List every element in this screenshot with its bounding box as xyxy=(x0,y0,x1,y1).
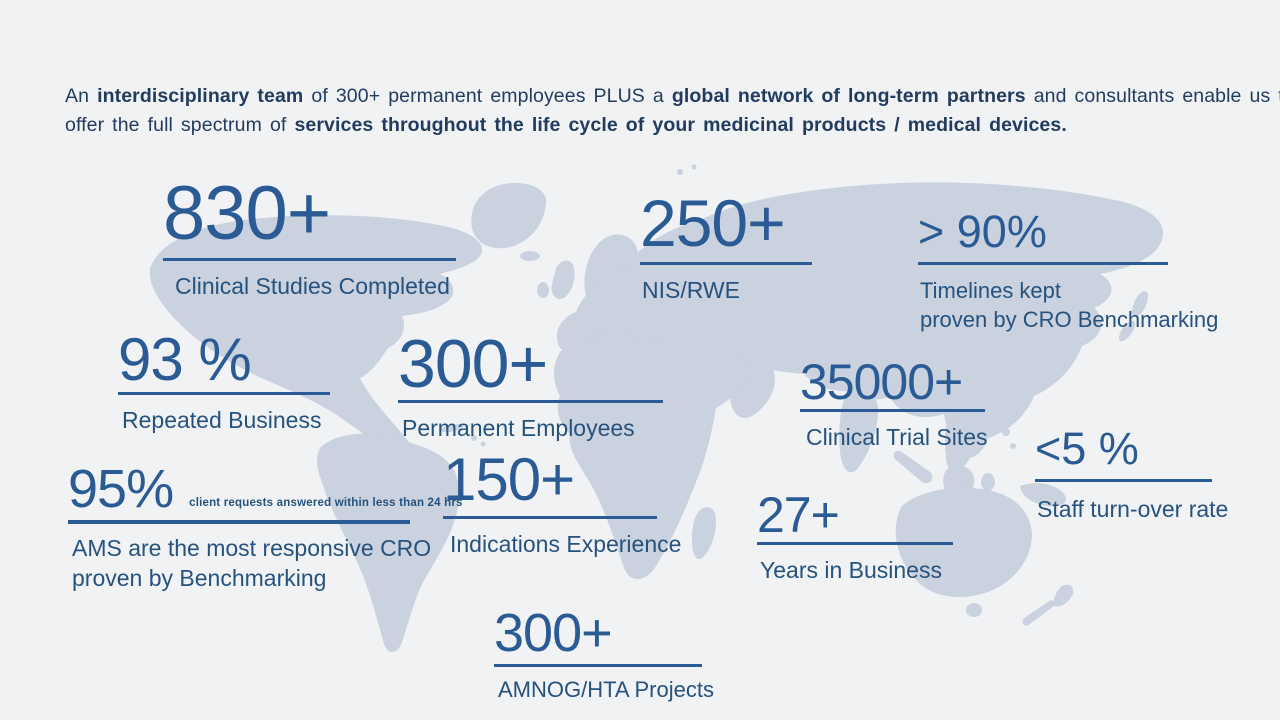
map-uk xyxy=(551,260,575,300)
map-japan-1 xyxy=(1131,291,1149,317)
map-japan-2 xyxy=(1118,320,1136,342)
map-south-america xyxy=(317,433,460,653)
stat-timelines-kept: > 90% Timelines kept proven by CRO Bench… xyxy=(918,209,1218,334)
stat-value: > 90% xyxy=(918,206,1047,257)
stat-indications-experience: 150+ Indications Experience xyxy=(443,450,681,559)
intro-line-1: An interdisciplinary team of 300+ perman… xyxy=(65,82,1280,111)
intro-text-bold: services throughout the life cycle of yo… xyxy=(294,114,1067,136)
stat-label-line-2: proven by CRO Benchmarking xyxy=(920,307,1219,332)
stat-value: 300+ xyxy=(398,326,548,402)
stat-responsive-cro: 95% client requests answered within less… xyxy=(68,462,463,593)
stat-value: 250+ xyxy=(640,186,786,260)
map-tasmania xyxy=(966,603,982,617)
intro-text: offer the full spectrum of xyxy=(65,114,295,136)
stat-value: 830+ xyxy=(163,171,331,256)
map-eurasia xyxy=(556,182,1164,458)
stat-label: Clinical Studies Completed xyxy=(175,273,450,299)
stat-staff-turnover-rate: <5 % Staff turn-over rate xyxy=(1035,426,1228,524)
stat-permanent-employees: 300+ Permanent Employees xyxy=(398,330,663,443)
map-north-america xyxy=(149,215,483,472)
stat-value: <5 % xyxy=(1035,423,1139,474)
stat-note: client requests answered within less tha… xyxy=(189,497,463,509)
stat-underline xyxy=(800,409,985,412)
map-nz-north xyxy=(1053,584,1074,607)
stat-label: Timelines kept proven by CRO Benchmarkin… xyxy=(918,276,1218,334)
intro-text: of 300+ permanent employees PLUS a xyxy=(303,85,672,107)
stat-clinical-trial-sites: 35000+ Clinical Trial Sites xyxy=(800,357,988,452)
map-new-guinea xyxy=(1020,483,1067,507)
stat-underline xyxy=(640,262,812,265)
stat-underline xyxy=(918,262,1168,265)
intro-paragraph: An interdisciplinary team of 300+ perman… xyxy=(65,82,1280,140)
map-indochina xyxy=(945,417,977,473)
stat-label: AMNOG/HTA Projects xyxy=(498,677,714,702)
stat-value: 150+ xyxy=(443,446,575,513)
stat-clinical-studies: 830+ Clinical Studies Completed xyxy=(163,176,456,301)
stat-value: 27+ xyxy=(757,487,840,543)
stat-value: 93 % xyxy=(118,326,252,393)
intro-text-bold: interdisciplinary team xyxy=(97,85,304,107)
stat-years-in-business: 27+ Years in Business xyxy=(757,490,953,585)
intro-text: and consultants enable us to xyxy=(1025,85,1280,107)
stat-underline xyxy=(398,400,663,403)
stat-underline xyxy=(1035,479,1212,482)
stat-underline xyxy=(443,516,657,519)
stat-value: 95% xyxy=(68,459,174,519)
stat-label: Years in Business xyxy=(760,557,942,583)
stat-label: Indications Experience xyxy=(450,531,682,557)
stat-underline xyxy=(163,258,456,261)
stat-underline xyxy=(68,520,410,524)
map-australia xyxy=(895,487,1032,598)
stat-underline xyxy=(494,664,702,667)
stat-amnog-hta-projects: 300+ AMNOG/HTA Projects xyxy=(494,606,714,705)
stat-nis-rwe: 250+ NIS/RWE xyxy=(640,190,812,305)
intro-line-2: offer the full spectrum of services thro… xyxy=(65,111,1225,140)
map-greenland xyxy=(471,182,547,249)
stat-repeated-business: 93 % Repeated Business xyxy=(118,330,330,435)
stat-label: AMS are the most responsive CRO proven b… xyxy=(68,533,463,593)
map-cuba xyxy=(440,423,464,433)
stat-value: 300+ xyxy=(494,603,613,663)
stat-value: 35000+ xyxy=(800,354,963,410)
stat-label: Repeated Business xyxy=(122,407,322,433)
stat-underline xyxy=(757,542,953,545)
stat-label-line-1: AMS are the most responsive CRO xyxy=(72,535,432,561)
stat-underline xyxy=(118,392,330,395)
stat-label-line-2: proven by Benchmarking xyxy=(72,565,327,591)
stat-label-line-1: Timelines kept xyxy=(920,278,1062,303)
intro-text: An xyxy=(65,85,98,107)
map-iceland xyxy=(520,251,540,261)
map-ireland xyxy=(537,282,549,298)
map-sulawesi xyxy=(981,473,995,491)
stat-label: Staff turn-over rate xyxy=(1037,496,1229,522)
map-africa xyxy=(554,334,749,580)
map-nz-south xyxy=(1022,600,1056,626)
stat-label: NIS/RWE xyxy=(642,277,740,303)
map-sumatra xyxy=(893,450,933,484)
intro-text-bold: global network of long-term partners xyxy=(671,85,1026,107)
stat-value-row: 95% client requests answered within less… xyxy=(68,462,463,516)
stat-label: Permanent Employees xyxy=(402,415,635,441)
stat-label: Clinical Trial Sites xyxy=(806,424,988,450)
map-madagascar xyxy=(692,507,716,560)
